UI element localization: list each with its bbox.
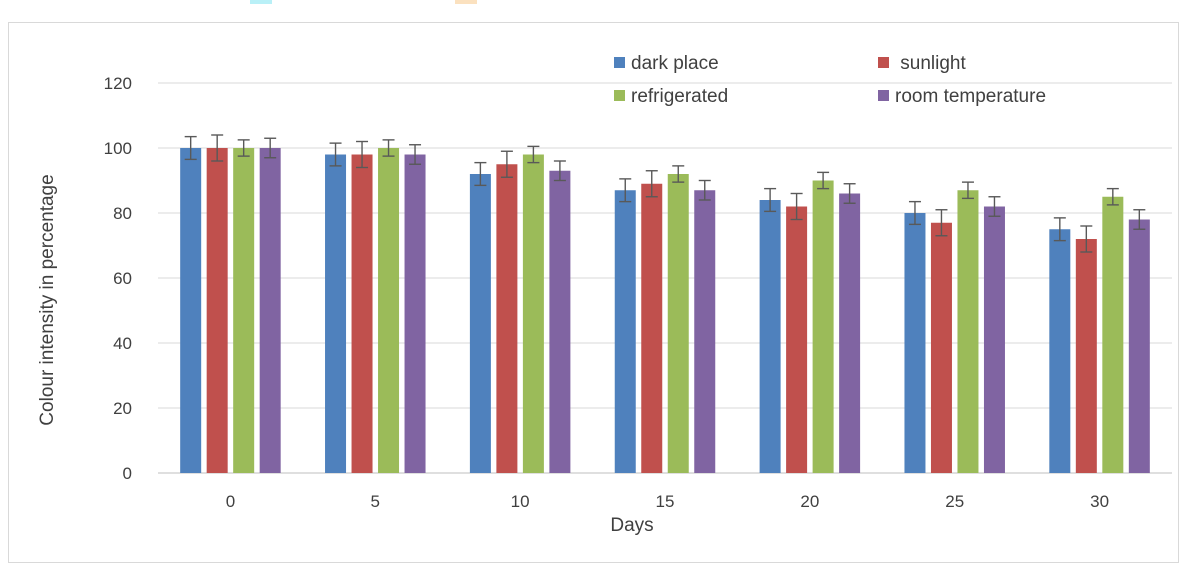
bar [378, 148, 400, 473]
legend-label: room temperature [895, 86, 1046, 107]
x-tick-label: 15 [656, 492, 675, 511]
bar [206, 148, 228, 473]
chart-border [8, 22, 1179, 563]
bar [1128, 219, 1150, 473]
legend-swatch [614, 90, 625, 101]
y-tick-label: 40 [113, 334, 132, 353]
bar [694, 190, 716, 473]
bar [325, 154, 347, 473]
bar [786, 206, 808, 473]
bar [522, 154, 544, 473]
bar [404, 154, 426, 473]
bar [496, 164, 518, 473]
legend-swatch [878, 90, 889, 101]
y-tick-label: 120 [104, 74, 132, 93]
legend-swatch [614, 57, 625, 68]
bar [667, 174, 689, 473]
y-axis-title: Colour intensity in percentage [37, 174, 58, 425]
y-tick-label: 0 [123, 464, 132, 483]
bar [641, 183, 663, 473]
bar [812, 180, 834, 473]
bar [351, 154, 373, 473]
x-tick-label: 5 [371, 492, 380, 511]
top-edge-decoration [250, 0, 272, 4]
bar [983, 206, 1005, 473]
bar [1102, 196, 1124, 473]
bar [1075, 239, 1097, 473]
y-tick-label: 100 [104, 139, 132, 158]
y-tick-label: 60 [113, 269, 132, 288]
bar [469, 174, 491, 473]
bar [233, 148, 255, 473]
bar [759, 200, 781, 473]
bars-group [180, 148, 1150, 473]
bar [614, 190, 636, 473]
bar [839, 193, 861, 473]
bar [549, 170, 571, 473]
bar [904, 213, 926, 473]
bar [930, 222, 952, 473]
bar [1049, 229, 1071, 473]
legend-label: refrigerated [631, 86, 728, 107]
error-bars-group [184, 134, 1146, 253]
x-tick-label: 30 [1090, 492, 1109, 511]
legend-label: sunlight [895, 53, 966, 74]
bar [957, 190, 979, 473]
x-tick-label: 20 [800, 492, 819, 511]
y-tick-label: 80 [113, 204, 132, 223]
x-axis-ticks: 0 5 10 15 20 25 30 [226, 492, 1109, 511]
legend-label: dark place [631, 53, 719, 74]
bar [180, 148, 202, 473]
x-tick-label: 0 [226, 492, 235, 511]
x-axis-title: Days [610, 515, 653, 536]
legend: dark place sunlight refrigerated room temp… [614, 53, 1046, 107]
legend-swatch [878, 57, 889, 68]
bar [259, 148, 281, 473]
y-axis-ticks: 0 20 40 60 80 100 120 [104, 74, 132, 483]
gridlines [158, 82, 1172, 474]
top-edge-decoration [455, 0, 477, 4]
x-tick-label: 10 [511, 492, 530, 511]
y-tick-label: 20 [113, 399, 132, 418]
x-tick-label: 25 [945, 492, 964, 511]
